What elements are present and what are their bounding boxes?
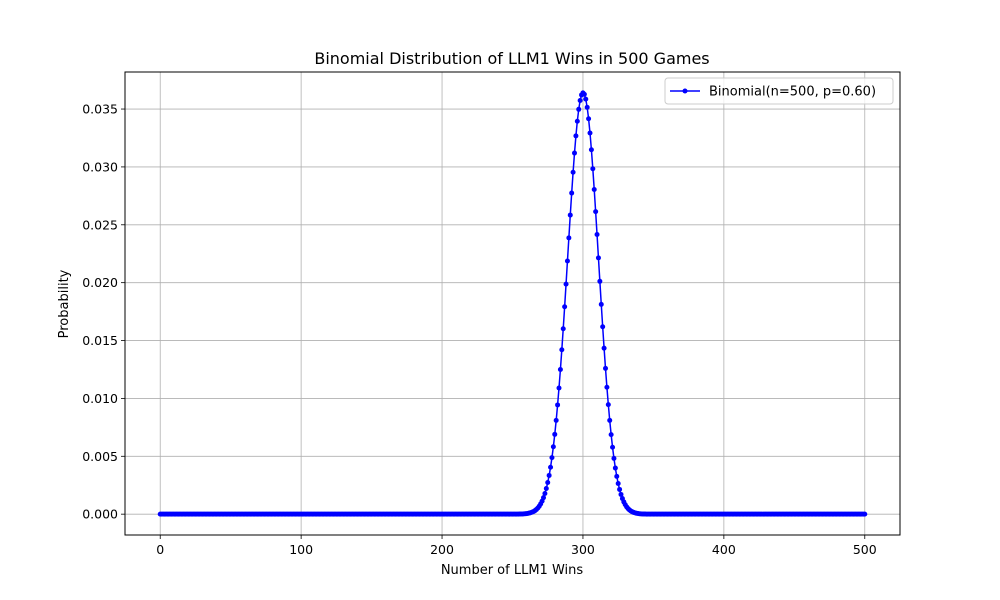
data-point bbox=[604, 384, 610, 390]
data-point bbox=[615, 480, 621, 486]
data-point bbox=[543, 485, 549, 491]
grid bbox=[125, 72, 900, 535]
x-tick-label: 300 bbox=[571, 542, 595, 557]
data-point bbox=[552, 431, 558, 437]
legend-label: Binomial(n=500, p=0.60) bbox=[709, 85, 876, 100]
data-point bbox=[549, 455, 555, 461]
x-tick-label: 500 bbox=[853, 542, 877, 557]
y-tick-label: 0.030 bbox=[82, 159, 118, 174]
chart-title: Binomial Distribution of LLM1 Wins in 50… bbox=[314, 49, 709, 68]
y-tick-label: 0.020 bbox=[82, 275, 118, 290]
data-point bbox=[597, 278, 603, 284]
data-point bbox=[588, 147, 594, 153]
data-point bbox=[562, 304, 568, 310]
data-point bbox=[574, 118, 580, 124]
data-point bbox=[576, 106, 582, 112]
x-tick-label: 0 bbox=[156, 542, 164, 557]
data-point bbox=[572, 150, 577, 156]
legend-frame bbox=[664, 77, 894, 105]
legend-marker-swatch bbox=[682, 88, 688, 94]
data-point bbox=[556, 385, 562, 391]
x-tick-label: 100 bbox=[289, 542, 313, 557]
data-point bbox=[586, 116, 592, 122]
data-point bbox=[608, 432, 614, 438]
data-point bbox=[595, 255, 601, 261]
data-point bbox=[603, 365, 608, 371]
plot-frame bbox=[124, 71, 901, 536]
data-point bbox=[546, 472, 552, 478]
data-point bbox=[612, 465, 618, 471]
data-point bbox=[566, 235, 572, 241]
data-point bbox=[542, 491, 548, 496]
y-tick-label: 0.015 bbox=[82, 333, 118, 348]
data-point bbox=[560, 326, 566, 332]
data-point bbox=[555, 402, 561, 408]
x-tick-label: 200 bbox=[430, 542, 454, 557]
data-point bbox=[550, 444, 556, 450]
y-tick-label: 0.025 bbox=[82, 217, 118, 232]
data-point bbox=[563, 281, 569, 287]
y-axis: 0.000 0.005 0.010 0.015 0.020 0.025 0.030 0.035 bbox=[82, 102, 125, 522]
data-point bbox=[569, 190, 575, 196]
x-axis-label: Number of LLM1 Wins bbox=[441, 563, 584, 578]
data-point bbox=[584, 104, 590, 110]
y-tick-label: 0.010 bbox=[82, 391, 118, 406]
data-point bbox=[590, 166, 596, 172]
y-tick-label: 0.000 bbox=[82, 507, 118, 522]
data-point bbox=[559, 347, 565, 353]
data-point bbox=[601, 345, 607, 351]
data-point bbox=[598, 301, 604, 307]
x-tick-label: 400 bbox=[712, 542, 736, 557]
data-point bbox=[605, 402, 611, 408]
data-point bbox=[583, 96, 589, 102]
legend: Binomial(n=500, p=0.60) bbox=[664, 77, 894, 105]
data-point bbox=[545, 480, 551, 486]
data-point bbox=[600, 324, 606, 330]
data-point bbox=[587, 130, 593, 136]
data-point bbox=[594, 232, 600, 238]
plot-data bbox=[157, 90, 868, 517]
data-point bbox=[567, 212, 573, 218]
data-point bbox=[581, 91, 587, 97]
data-point bbox=[573, 133, 579, 139]
data-point bbox=[564, 258, 570, 264]
data-point bbox=[611, 455, 617, 461]
data-point bbox=[553, 417, 559, 423]
data-point bbox=[614, 473, 620, 479]
data-point bbox=[591, 187, 597, 193]
data-point bbox=[577, 97, 583, 103]
data-point bbox=[548, 464, 554, 470]
data-point bbox=[618, 491, 624, 497]
y-tick-label: 0.005 bbox=[82, 449, 118, 464]
x-axis: 0 100 200 300 400 500 bbox=[156, 535, 877, 557]
data-point bbox=[557, 367, 563, 373]
data-point bbox=[593, 209, 599, 215]
data-point bbox=[617, 486, 623, 492]
y-axis-label: Probability bbox=[57, 269, 72, 338]
data-point bbox=[862, 511, 868, 517]
data-point bbox=[607, 417, 613, 423]
y-tick-label: 0.035 bbox=[82, 102, 118, 117]
data-point bbox=[570, 169, 576, 175]
data-point bbox=[541, 495, 546, 501]
data-point bbox=[610, 444, 616, 450]
